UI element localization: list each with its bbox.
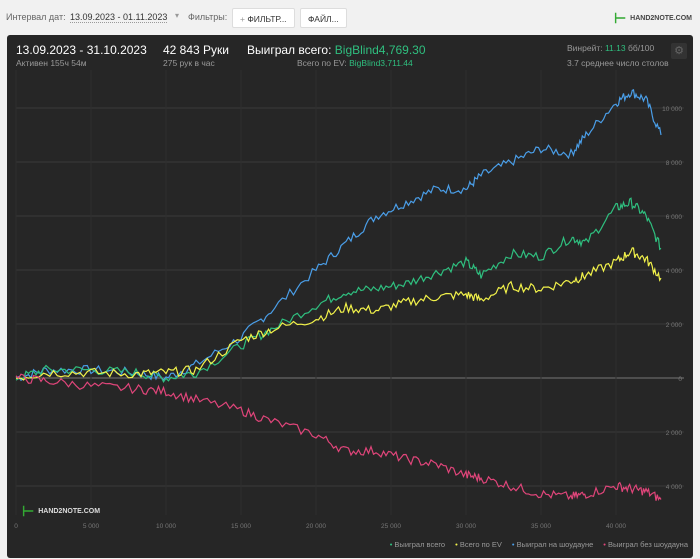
legend-label: Выиграл на шоудауне [516,540,594,549]
x-tick-label: 30 000 [456,523,476,530]
chevron-down-icon[interactable]: ▾ [175,11,180,20]
period: 13.09.2023 - 31.10.2023 [16,43,147,57]
y-tick-label: 4 000 [666,484,683,491]
won-value: BigBlind4,769.30 [334,43,426,57]
logo-icon: ⊢ [22,503,35,519]
winrate-value: 11.13 [604,43,626,53]
y-tick-label: 2 000 [666,322,683,329]
series-line [15,197,662,383]
ev-label: Всего по EV: [297,58,347,68]
legend-dot-icon: • [455,540,460,549]
hands-count: 42 843 Руки [163,43,229,57]
y-tick-label: 6 000 [666,214,683,221]
x-tick-label: 40 000 [606,523,626,530]
winrate-label: Винрейт: [567,43,603,53]
x-tick-label: 25 000 [381,523,401,530]
legend-item[interactable]: • Выиграл на шоудауне [512,540,593,549]
legend-dot-icon: • [511,540,517,549]
avg-tables: 3.7 среднее число столов [567,58,669,68]
x-tick-label: 35 000 [531,523,551,530]
legend-label: Выиграл всего [394,540,446,549]
x-tick-label: 20 000 [306,523,326,530]
legend-item[interactable]: • Выиграл всего [390,540,445,549]
y-tick-label: 0 [678,376,682,383]
active-time: Активен 155ч 54м [16,58,87,68]
filters-label: Фильтры: [188,12,228,22]
date-range-select[interactable]: 13.09.2023 - 01.11.2023 [70,12,168,23]
won-label: Выиграл всего: [247,43,332,57]
series-line [15,247,662,381]
y-tick-label: 8 000 [666,160,683,167]
chart-watermark: ⊢ HAND2NOTE.COM [22,503,101,519]
gear-icon[interactable]: ⚙ [671,43,687,59]
series-line [15,88,662,382]
legend-dot-icon: • [603,540,608,549]
file-button[interactable]: ФАЙЛ... [300,8,347,28]
legend-dot-icon: • [389,540,395,549]
x-tick-label: 5 000 [83,523,100,530]
y-tick-label: 4 000 [666,268,683,275]
y-tick-label: 2 000 [666,430,683,437]
winrate-unit: бб/100 [627,43,655,53]
legend: • Выиграл всего • Всего по EV • Выиграл на… [390,540,688,549]
series-line [15,373,662,502]
legend-item[interactable]: • Выиграл без шоудауна [603,540,688,549]
legend-label: Выиграл без шоудауна [608,540,688,549]
toolbar: Интервал дат: 13.09.2023 - 01.11.2023 ▾ … [0,0,700,34]
plus-icon: + [240,14,248,24]
logo-icon: ⊢ [613,10,627,26]
add-filter-button[interactable]: + ФИЛЬТР... [232,8,295,28]
x-tick-label: 10 000 [156,523,176,530]
legend-item[interactable]: • Всего по EV [455,540,502,549]
y-tick-label: 10 000 [662,106,682,113]
hands-rate: 275 рук в час [163,58,215,68]
x-tick-label: 15 000 [231,523,251,530]
legend-label: Всего по EV [459,540,502,549]
x-tick-label: 0 [14,523,18,530]
ev-value: BigBlind3,711.44 [349,58,413,68]
interval-label: Интервал дат: [6,12,66,22]
chart-panel: 13.09.2023 - 31.10.2023 Активен 155ч 54м… [7,35,693,558]
brand-logo: ⊢ HAND2NOTE.COM [613,10,692,26]
